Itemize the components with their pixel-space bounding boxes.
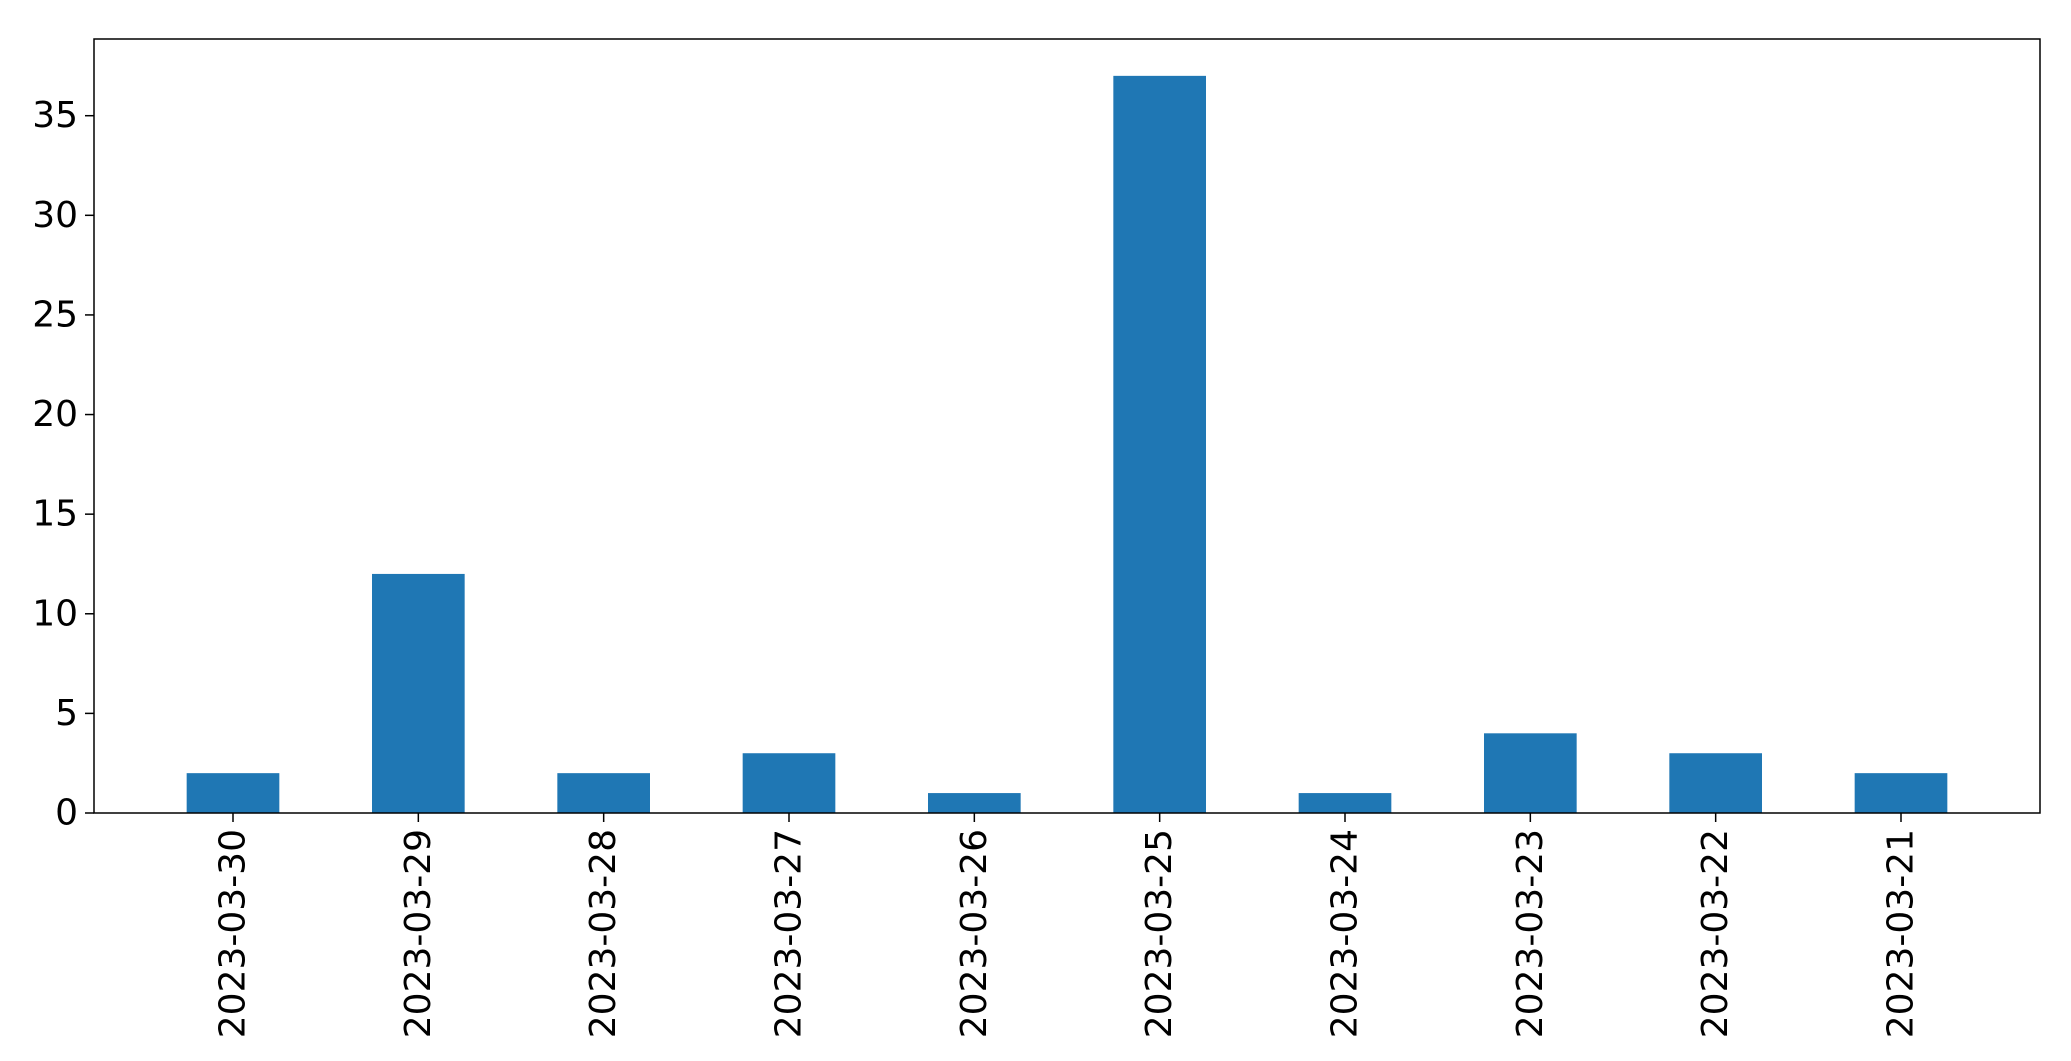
x-tick-label: 2023-03-21	[1881, 829, 1922, 1038]
bars-group	[186, 75, 1948, 814]
x-tick-label: 2023-03-26	[954, 829, 995, 1038]
bar-2023-03-27	[742, 753, 836, 813]
x-tick-label: 2023-03-29	[398, 829, 439, 1038]
x-tick-label: 2023-03-30	[213, 829, 254, 1038]
bar-2023-03-21	[1854, 773, 1948, 813]
bar-2023-03-22	[1669, 753, 1762, 813]
x-tick-label: 2023-03-28	[583, 829, 624, 1038]
bar-2023-03-24	[1298, 793, 1392, 813]
y-tick-label: 30	[32, 195, 78, 236]
bar-2023-03-25	[1113, 75, 1206, 814]
bar-2023-03-26	[928, 793, 1021, 813]
x-tick-label: 2023-03-27	[769, 829, 810, 1038]
x-tick-label: 2023-03-22	[1695, 829, 1736, 1038]
bar-2023-03-30	[186, 773, 280, 813]
y-tick-label: 10	[32, 593, 78, 634]
x-tick-label: 2023-03-23	[1510, 829, 1551, 1038]
bar-2023-03-28	[557, 773, 650, 813]
x-tick-label: 2023-03-24	[1325, 829, 1366, 1038]
y-tick-label: 5	[55, 693, 78, 734]
y-tick-label: 20	[32, 394, 78, 435]
y-tick-label: 35	[32, 95, 78, 136]
y-tick-label: 15	[32, 494, 78, 535]
bar-2023-03-29	[372, 573, 465, 813]
y-axis: 0 5 10 15 20 25 30 35	[32, 95, 94, 834]
bar-2023-03-23	[1484, 733, 1577, 813]
x-tick-label: 2023-03-25	[1139, 829, 1180, 1038]
y-tick-label: 25	[32, 294, 78, 335]
x-axis: 2023-03-30 2023-03-29 2023-03-28 2023-03-27…	[213, 813, 1922, 1038]
plot-frame	[93, 38, 2041, 814]
y-tick-label: 0	[55, 793, 78, 834]
